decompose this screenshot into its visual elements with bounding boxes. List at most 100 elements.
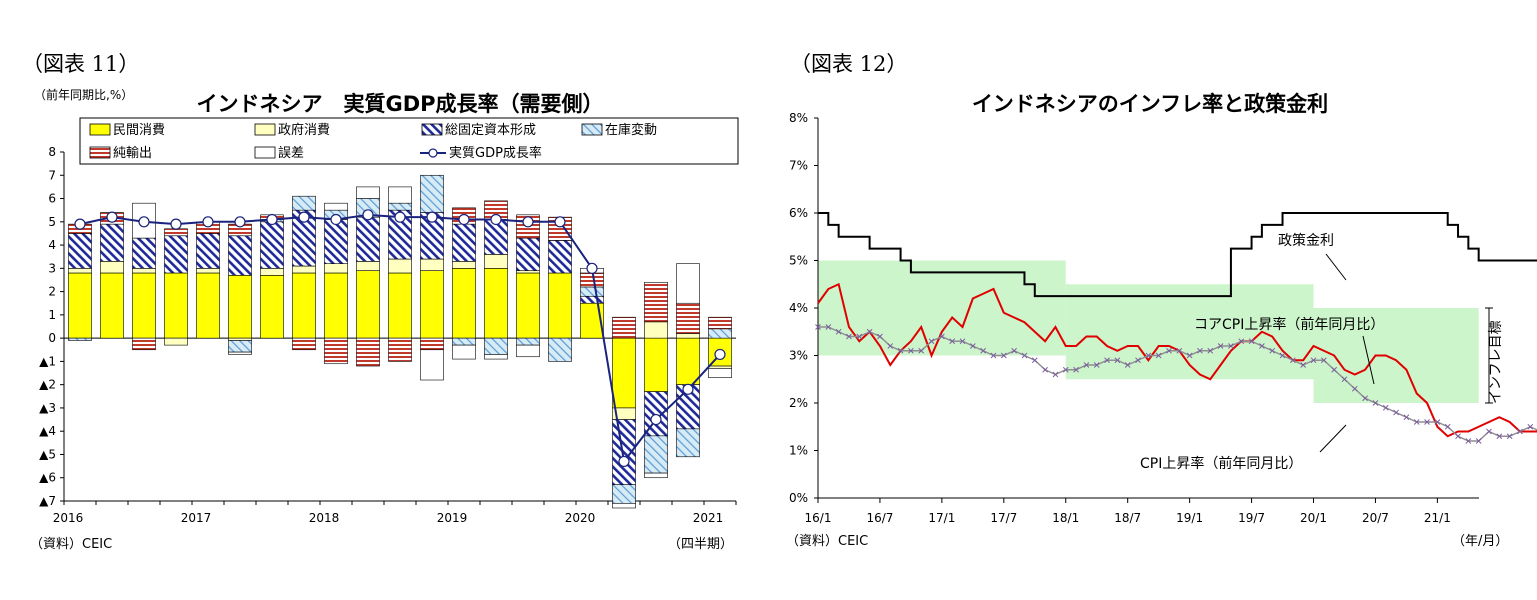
inflation-target-band xyxy=(1065,284,1314,380)
bar-segment-5 xyxy=(676,263,700,304)
bar-segment-0 xyxy=(68,272,92,339)
bar-segment-0 xyxy=(324,272,348,339)
bar-segment-5 xyxy=(388,186,412,204)
bar-segment-4 xyxy=(132,337,156,351)
core-cpi-marker xyxy=(1155,352,1162,359)
bar-segment-5 xyxy=(612,503,636,509)
core-cpi-marker xyxy=(1321,357,1327,364)
bar-segment-1 xyxy=(100,261,124,274)
gdp-growth-point xyxy=(266,213,278,226)
unit-label: （前年同期比,%） xyxy=(34,88,134,102)
y-tick-label-right: 4% xyxy=(789,301,808,315)
core-cpi-marker xyxy=(939,333,945,340)
core-cpi-marker xyxy=(1104,357,1110,364)
core-cpi-marker xyxy=(1444,423,1451,430)
core-cpi-marker xyxy=(1093,362,1100,368)
core-cpi-marker xyxy=(1475,438,1482,444)
bar-segment-1 xyxy=(260,268,284,276)
y-tick-label-right: 0% xyxy=(789,491,808,505)
core-cpi-marker xyxy=(835,328,842,335)
core-cpi-marker xyxy=(1269,347,1276,354)
bar-segment-0 xyxy=(548,272,572,339)
source-right: （資料）CEIC xyxy=(786,534,869,549)
bar-segment-5 xyxy=(420,349,444,381)
period-label-left: （四半期） xyxy=(668,537,734,552)
core-cpi-marker xyxy=(1031,357,1038,364)
y-tick-label-left: 3 xyxy=(48,261,56,275)
gdp-growth-point xyxy=(586,262,598,274)
legend-label-government: 政府消費 xyxy=(278,123,330,138)
core-cpi-marker xyxy=(1021,352,1028,359)
legend-label-investment: 総固定資本形成 xyxy=(445,123,536,138)
core-cpi-marker xyxy=(980,347,986,354)
bar-segment-3 xyxy=(228,340,252,353)
core-cpi-marker xyxy=(1042,366,1048,373)
gdp-growth-point xyxy=(522,216,534,228)
core-cpi-marker xyxy=(1527,423,1534,430)
bar-segment-3 xyxy=(708,328,732,339)
bar-segment-1 xyxy=(228,337,252,341)
core-cpi-marker xyxy=(1290,357,1296,364)
bar-segment-4 xyxy=(164,228,188,237)
legend-marker-gdp xyxy=(428,148,438,158)
bar-segment-1 xyxy=(452,261,476,269)
core-cpi-marker xyxy=(1300,362,1306,368)
y-tick-label-right: 2% xyxy=(789,396,808,410)
core-cpi-marker xyxy=(908,347,914,354)
bar-segment-5 xyxy=(484,354,508,360)
legend-label-error: 誤差 xyxy=(278,145,304,161)
bar-segment-5 xyxy=(516,344,540,358)
y-tick-label-left: ▲5 xyxy=(39,447,56,461)
gdp-growth-point xyxy=(234,216,246,228)
x-year-label: 2020 xyxy=(565,511,596,525)
gdp-growth-point xyxy=(298,211,310,223)
core-cpi-marker xyxy=(815,324,821,330)
bar-segment-4 xyxy=(644,281,668,323)
gdp-growth-point xyxy=(554,216,566,228)
bar-segment-0 xyxy=(100,272,124,339)
y-tick-label-left: ▲1 xyxy=(39,354,56,368)
bar-segment-5 xyxy=(228,351,252,355)
gdp-chart: 8 7 6 5 4 3 2 1 0 ▲1 ▲2 ▲3 ▲4 ▲5 ▲6 ▲7 2016 2017 2018 2019 2… xyxy=(39,117,739,525)
gdp-growth-point xyxy=(682,383,694,395)
gdp-growth-point xyxy=(202,216,214,228)
y-tick-label-right: 7% xyxy=(789,159,808,173)
core-cpi-marker xyxy=(1506,433,1513,440)
bar-segment-1 xyxy=(132,268,156,274)
core-cpi-marker xyxy=(1197,347,1203,354)
core-cpi-marker xyxy=(1114,357,1121,364)
annotation-cpi-arrow xyxy=(1319,424,1347,453)
bar-segment-4 xyxy=(676,302,700,334)
source-left: （資料）CEIC xyxy=(30,537,113,552)
legend-swatch-inventory xyxy=(581,123,603,136)
bar-segment-3 xyxy=(452,337,476,346)
bar-segment-1 xyxy=(516,270,540,274)
bar-segment-0 xyxy=(644,337,668,392)
core-cpi-marker xyxy=(1279,352,1286,359)
core-cpi-marker xyxy=(1124,362,1131,368)
bar-segment-4 xyxy=(356,337,380,367)
annotation-policy-arrow xyxy=(1325,253,1347,281)
core-cpi-marker xyxy=(1372,400,1379,406)
core-cpi-marker xyxy=(959,338,966,345)
annotation-policy-rate: 政策金利 xyxy=(1278,232,1334,249)
bar-segment-1 xyxy=(68,268,92,274)
bar-segment-1 xyxy=(356,261,380,271)
bar-segment-1 xyxy=(676,333,700,339)
bar-segment-1 xyxy=(324,263,348,274)
bar-segment-0 xyxy=(612,337,636,409)
x-year-label: 2021 xyxy=(693,511,724,525)
core-cpi-marker xyxy=(1176,347,1183,354)
y-tick-label-left: ▲3 xyxy=(39,401,56,415)
y-tick-label-left: 5 xyxy=(48,215,56,229)
legend-label-private: 民間消費 xyxy=(113,123,165,138)
core-cpi-marker xyxy=(1217,343,1224,349)
x-tick-label-right: 20/7 xyxy=(1362,511,1389,525)
legend-label-gdp: 実質GDP成長率 xyxy=(449,145,542,161)
gdp-growth-point xyxy=(458,213,470,226)
gdp-growth-point xyxy=(106,211,118,223)
core-cpi-marker xyxy=(1207,347,1214,354)
bar-segment-1 xyxy=(388,258,412,274)
gdp-growth-point xyxy=(426,211,438,223)
core-cpi-marker xyxy=(970,343,976,349)
